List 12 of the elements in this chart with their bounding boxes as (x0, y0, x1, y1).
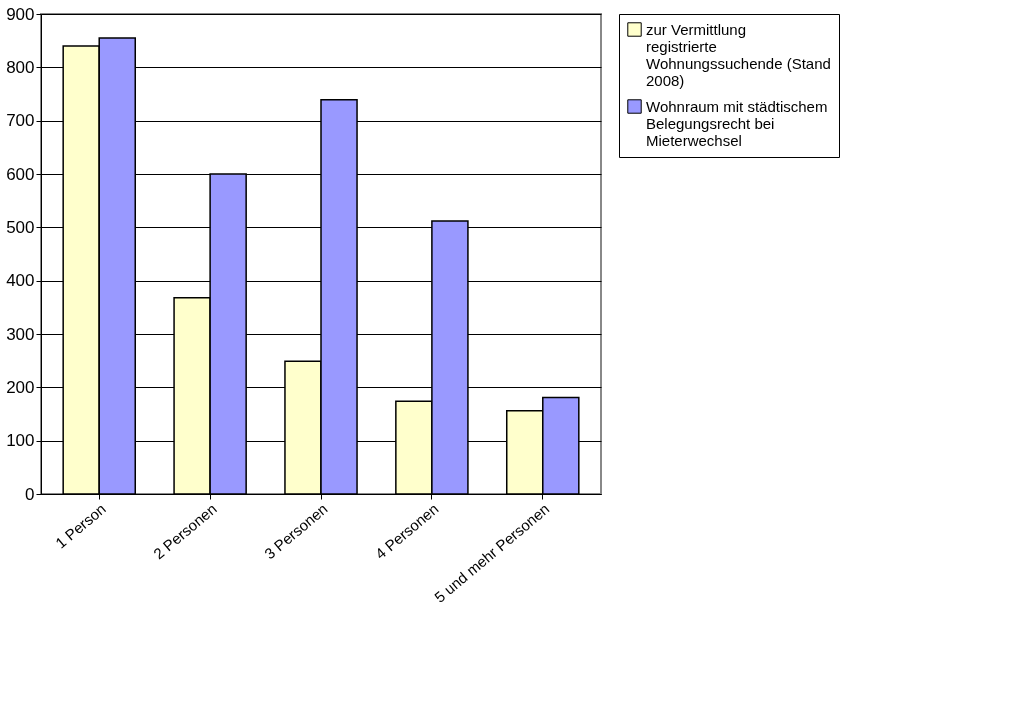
y-tick-label: 300 (6, 324, 35, 344)
y-tick-label: 200 (6, 377, 35, 397)
legend-label: Wohnraum mit städtischem Belegungsrecht bei Mieterwechsel (646, 97, 828, 149)
y-tick-label: 400 (6, 271, 35, 291)
y-tick-label: 0 (25, 484, 35, 504)
y-tick-label: 700 (6, 111, 35, 131)
y-tick-label: 900 (6, 4, 35, 24)
legend-label: zur Vermittlung registrierte Wohnungssuchende (Stand 2008) (646, 20, 831, 89)
y-tick-label: 800 (6, 57, 35, 77)
y-tick-label: 500 (6, 217, 35, 237)
y-tick-label: 600 (6, 164, 35, 184)
y-tick-label: 100 (6, 431, 35, 451)
